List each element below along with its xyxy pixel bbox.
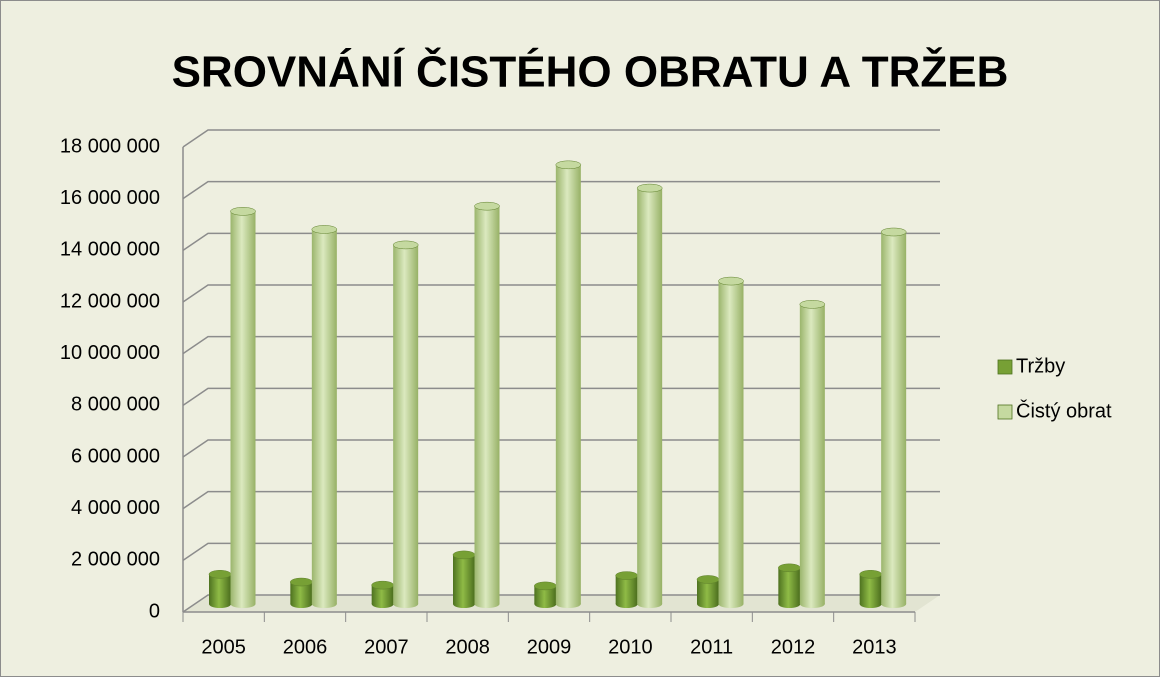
x-tick-label: 2010 bbox=[608, 636, 653, 658]
bar bbox=[290, 582, 313, 604]
bar-base bbox=[474, 600, 500, 608]
bar-base bbox=[230, 600, 256, 608]
bar-base bbox=[453, 600, 475, 608]
bar-base bbox=[209, 600, 231, 608]
y-tick-label: 16 000 000 bbox=[60, 187, 160, 209]
x-tick-label: 2007 bbox=[364, 636, 409, 658]
legend-label: Čistý obrat bbox=[1016, 399, 1112, 422]
bar-top bbox=[696, 575, 720, 584]
x-tick-label: 2011 bbox=[690, 636, 733, 658]
bar-top bbox=[311, 225, 338, 234]
y-tick-label: 18 000 000 bbox=[60, 135, 160, 157]
bar-top bbox=[615, 571, 638, 580]
bar-top bbox=[799, 300, 826, 309]
bar bbox=[453, 554, 475, 604]
bar bbox=[311, 229, 337, 604]
bar-top bbox=[474, 201, 500, 211]
bar bbox=[393, 244, 419, 604]
bar-base bbox=[697, 600, 719, 608]
bar-base bbox=[778, 600, 801, 608]
bar-top bbox=[555, 160, 582, 170]
bar-top bbox=[859, 570, 882, 579]
y-tick-label: 14 000 000 bbox=[60, 239, 160, 261]
bar-top bbox=[778, 563, 801, 573]
chart-title: SROVNÁNÍ ČISTÉHO OBRATU A TRŽEB bbox=[172, 46, 1009, 97]
bar bbox=[778, 567, 801, 604]
grid-line bbox=[182, 387, 940, 406]
bar-top bbox=[230, 207, 256, 216]
x-tick-label: 2009 bbox=[527, 636, 572, 658]
grid-line bbox=[182, 594, 940, 613]
y-tick-label: 6 000 000 bbox=[71, 445, 160, 467]
y-tick-label: 10 000 000 bbox=[60, 342, 160, 364]
bar bbox=[859, 574, 882, 604]
y-tick-label: 8 000 000 bbox=[71, 394, 160, 416]
bar bbox=[697, 579, 719, 604]
grid-line bbox=[182, 490, 940, 510]
legend-swatch bbox=[997, 359, 1013, 375]
bar-top bbox=[718, 276, 744, 286]
grid-line bbox=[182, 232, 940, 251]
bar-top bbox=[290, 577, 313, 587]
legend-label: Tržby bbox=[1016, 355, 1065, 377]
bar bbox=[555, 164, 581, 605]
bar bbox=[637, 188, 663, 605]
grid-line bbox=[182, 542, 940, 561]
bar-base bbox=[615, 600, 638, 608]
x-tick-label: 2013 bbox=[852, 636, 897, 658]
bar-top bbox=[534, 581, 557, 591]
bar-base bbox=[859, 600, 882, 608]
bar-top bbox=[392, 240, 419, 250]
grid-line bbox=[182, 129, 940, 148]
bar bbox=[230, 211, 256, 605]
y-tick-label: 2 000 000 bbox=[71, 549, 160, 571]
bar-top bbox=[452, 550, 476, 560]
grid-line bbox=[182, 439, 940, 458]
x-tick-label: 2012 bbox=[771, 636, 816, 658]
bar-base bbox=[311, 600, 337, 608]
bar-base bbox=[371, 600, 394, 608]
bar bbox=[615, 575, 638, 604]
y-tick-label: 0 bbox=[149, 600, 160, 622]
bar-top bbox=[880, 227, 907, 237]
bar-top bbox=[371, 580, 394, 590]
x-tick-label: 2005 bbox=[201, 636, 246, 658]
x-tick-label: 2006 bbox=[283, 636, 328, 658]
grid-line bbox=[182, 335, 940, 355]
grid-line bbox=[182, 180, 940, 200]
legend-swatch bbox=[997, 404, 1013, 420]
bar-base bbox=[718, 600, 744, 608]
bar-base bbox=[637, 600, 663, 608]
bar-top bbox=[208, 570, 232, 579]
bar-base bbox=[881, 600, 907, 608]
bar bbox=[881, 232, 907, 604]
bar-base bbox=[290, 600, 313, 608]
bar-base bbox=[534, 600, 557, 608]
bar bbox=[718, 281, 744, 604]
grid-line bbox=[182, 284, 940, 303]
bar-top bbox=[636, 183, 663, 193]
bar-base bbox=[799, 600, 825, 608]
y-tick-label: 12 000 000 bbox=[60, 290, 160, 312]
y-tick-label: 4 000 000 bbox=[71, 497, 160, 519]
bar bbox=[534, 585, 557, 604]
bar bbox=[474, 206, 500, 604]
bar-base bbox=[393, 600, 419, 608]
bar-base bbox=[555, 600, 581, 608]
bar bbox=[209, 574, 231, 604]
bar bbox=[799, 304, 825, 604]
x-tick-label: 2008 bbox=[445, 636, 490, 658]
bar bbox=[371, 585, 394, 604]
